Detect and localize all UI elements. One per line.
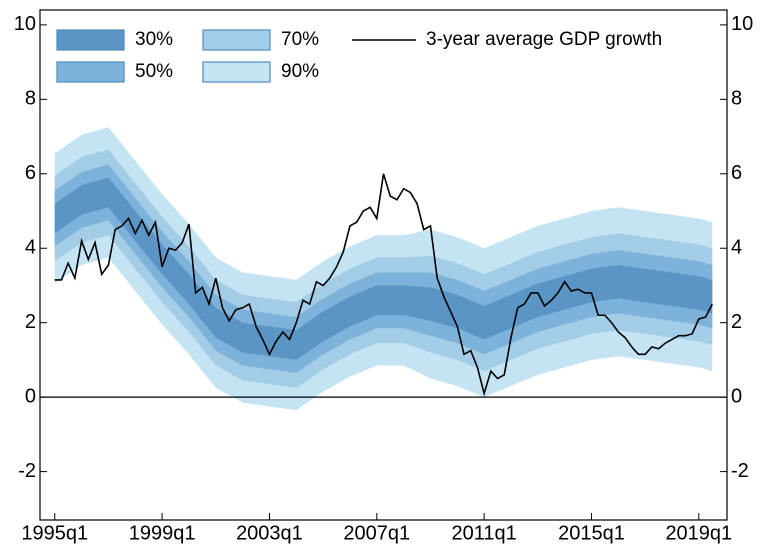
legend-swatch (202, 29, 271, 51)
legend-label: 90% (281, 61, 319, 82)
x-tick-label: 2019q1 (665, 522, 732, 544)
y-tick-label: -2 (18, 460, 36, 482)
x-tick-label: 1999q1 (129, 522, 196, 544)
legend-swatch (56, 61, 125, 83)
y-tick-label: 4 (25, 237, 36, 259)
y2-tick-label: 10 (731, 13, 753, 35)
y-tick-label: 6 (25, 162, 36, 184)
legend-swatch (202, 61, 271, 83)
y2-tick-label: -2 (731, 460, 749, 482)
x-tick-label: 2015q1 (558, 522, 625, 544)
x-tick-label: 2007q1 (343, 522, 410, 544)
y-tick-label: 2 (25, 311, 36, 333)
y-tick-label: 10 (14, 13, 36, 35)
legend-label: 3-year average GDP growth (426, 29, 662, 50)
legend-label: 50% (135, 61, 173, 82)
y2-tick-label: 2 (731, 311, 742, 333)
y-tick-label: 8 (25, 88, 36, 110)
y2-tick-label: 4 (731, 237, 742, 259)
line-series (54, 173, 713, 397)
plot-frame (39, 9, 728, 521)
x-tick-label: 1995q1 (21, 522, 88, 544)
y2-tick-label: 6 (731, 162, 742, 184)
y2-tick-label: 0 (731, 385, 742, 407)
legend-swatch (56, 29, 125, 51)
legend-label: 30% (135, 29, 173, 50)
x-tick-label: 2003q1 (236, 522, 303, 544)
legend-label: 70% (281, 29, 319, 50)
x-tick-label: 2011q1 (452, 522, 517, 544)
fan-band (54, 177, 713, 360)
y-tick-label: 0 (25, 385, 36, 407)
y2-tick-label: 8 (731, 88, 742, 110)
